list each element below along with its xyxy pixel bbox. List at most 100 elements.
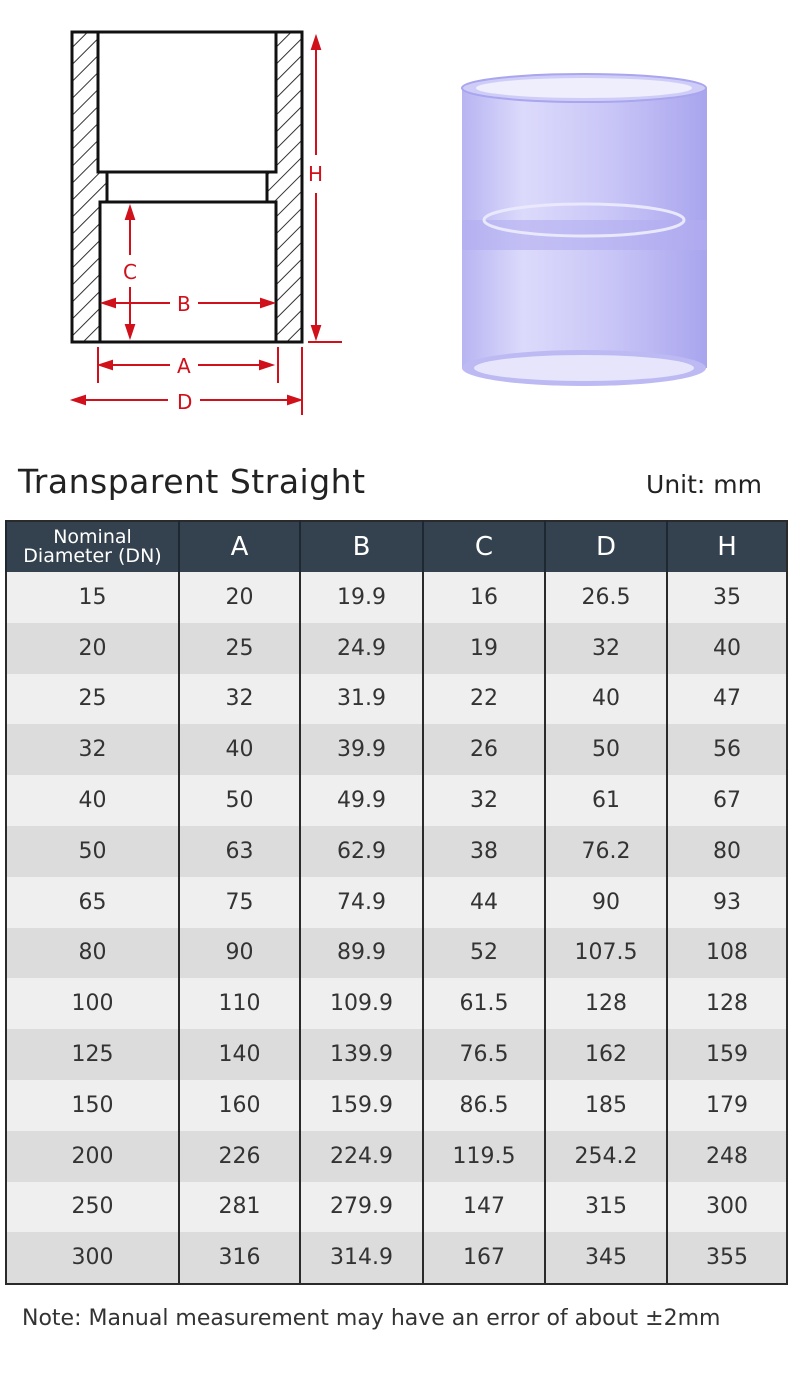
table-cell: 50 [178,775,300,826]
label-b: B [177,292,191,316]
dimension-table: Nominal Diameter (DN) A B C D H 15 20 19.9 16 26.… [5,520,788,1286]
table-cell: 50 [544,724,667,776]
column-header: Nominal Diameter (DN) [5,521,179,572]
table-row: 65 75 74.9 44 90 93 [5,876,787,928]
label-d: D [177,390,192,414]
table-row: 250 281 279.9 147 315 300 [5,1181,787,1233]
table-cell: 38 [422,825,545,877]
table-cell: 40 [666,622,787,674]
table-row: 20 25 24.9 19 32 40 [5,622,787,674]
table-cell: 355 [666,1232,787,1285]
table-cell: 345 [544,1232,667,1285]
table-cell: 49.9 [299,775,423,826]
table-cell: 16 [422,572,545,623]
label-a: A [177,354,191,378]
table-cell: 250 [5,1181,179,1233]
table-cell: 224.9 [299,1130,423,1182]
table-cell: 279.9 [299,1181,423,1233]
table-cell: 63 [178,825,300,877]
table-cell: 140 [178,1029,300,1080]
table-cell: 316 [178,1232,300,1285]
table-cell: 125 [5,1029,179,1080]
table-cell: 32 [544,622,667,674]
table-cell: 76.5 [422,1029,545,1080]
label-h: H [308,162,323,186]
table-cell: 40 [5,775,179,826]
table-cell: 185 [544,1079,667,1131]
unit-label: Unit: mm [646,470,762,499]
table-cell: 159 [666,1029,787,1080]
table-cell: 65 [5,876,179,928]
table-cell: 108 [666,927,787,979]
label-c: C [123,260,137,284]
table-cell: 128 [666,978,787,1030]
table-row: 125 140 139.9 76.5 162 159 [5,1029,787,1080]
table-cell: 26 [422,724,545,776]
table-cell: 150 [5,1079,179,1131]
table-cell: 110 [178,978,300,1030]
table-cell: 80 [5,927,179,979]
table-cell: 56 [666,724,787,776]
table-cell: 179 [666,1079,787,1131]
table-cell: 248 [666,1130,787,1182]
table-cell: 93 [666,876,787,928]
table-row: 300 316 314.9 167 345 355 [5,1232,787,1285]
table-cell: 162 [544,1029,667,1080]
table-row: 50 63 62.9 38 76.2 80 [5,825,787,877]
table-row: 40 50 49.9 32 61 67 [5,775,787,826]
table-cell: 44 [422,876,545,928]
table-cell: 200 [5,1130,179,1182]
table-cell: 89.9 [299,927,423,979]
table-cell: 300 [5,1232,179,1285]
column-header: B [299,521,423,572]
table-cell: 20 [178,572,300,623]
table-cell: 50 [5,825,179,877]
table-row: 32 40 39.9 26 50 56 [5,724,787,776]
table-row: 80 90 89.9 52 107.5 108 [5,927,787,979]
table-cell: 40 [178,724,300,776]
table-cell: 315 [544,1181,667,1233]
table-cell: 160 [178,1079,300,1131]
column-header: H [666,521,787,572]
table-cell: 25 [5,673,179,725]
table-cell: 90 [178,927,300,979]
column-header: C [422,521,545,572]
table-cell: 39.9 [299,724,423,776]
table-cell: 31.9 [299,673,423,725]
table-row: 25 32 31.9 22 40 47 [5,673,787,725]
table-cell: 20 [5,622,179,674]
table-row: 15 20 19.9 16 26.5 35 [5,572,787,623]
table-row: 100 110 109.9 61.5 128 128 [5,978,787,1030]
table-cell: 61.5 [422,978,545,1030]
table-cell: 74.9 [299,876,423,928]
table-cell: 281 [178,1181,300,1233]
table-cell: 19 [422,622,545,674]
table-cell: 159.9 [299,1079,423,1131]
table-cell: 109.9 [299,978,423,1030]
table-cell: 128 [544,978,667,1030]
table-cell: 15 [5,572,179,623]
table-cell: 90 [544,876,667,928]
table-cell: 119.5 [422,1130,545,1182]
table-cell: 80 [666,825,787,877]
table-row: 200 226 224.9 119.5 254.2 248 [5,1130,787,1182]
table-row: 150 160 159.9 86.5 185 179 [5,1079,787,1131]
table-cell: 24.9 [299,622,423,674]
column-header: D [544,521,667,572]
table-cell: 147 [422,1181,545,1233]
table-cell: 226 [178,1130,300,1182]
table-cell: 314.9 [299,1232,423,1285]
table-cell: 47 [666,673,787,725]
product-title: Transparent Straight [18,462,366,501]
table-cell: 107.5 [544,927,667,979]
table-cell: 40 [544,673,667,725]
table-cell: 22 [422,673,545,725]
table-cell: 76.2 [544,825,667,877]
table-cell: 62.9 [299,825,423,877]
product-photo [461,73,707,386]
table-cell: 61 [544,775,667,826]
table-cell: 167 [422,1232,545,1285]
table-cell: 75 [178,876,300,928]
table-cell: 100 [5,978,179,1030]
table-cell: 86.5 [422,1079,545,1131]
